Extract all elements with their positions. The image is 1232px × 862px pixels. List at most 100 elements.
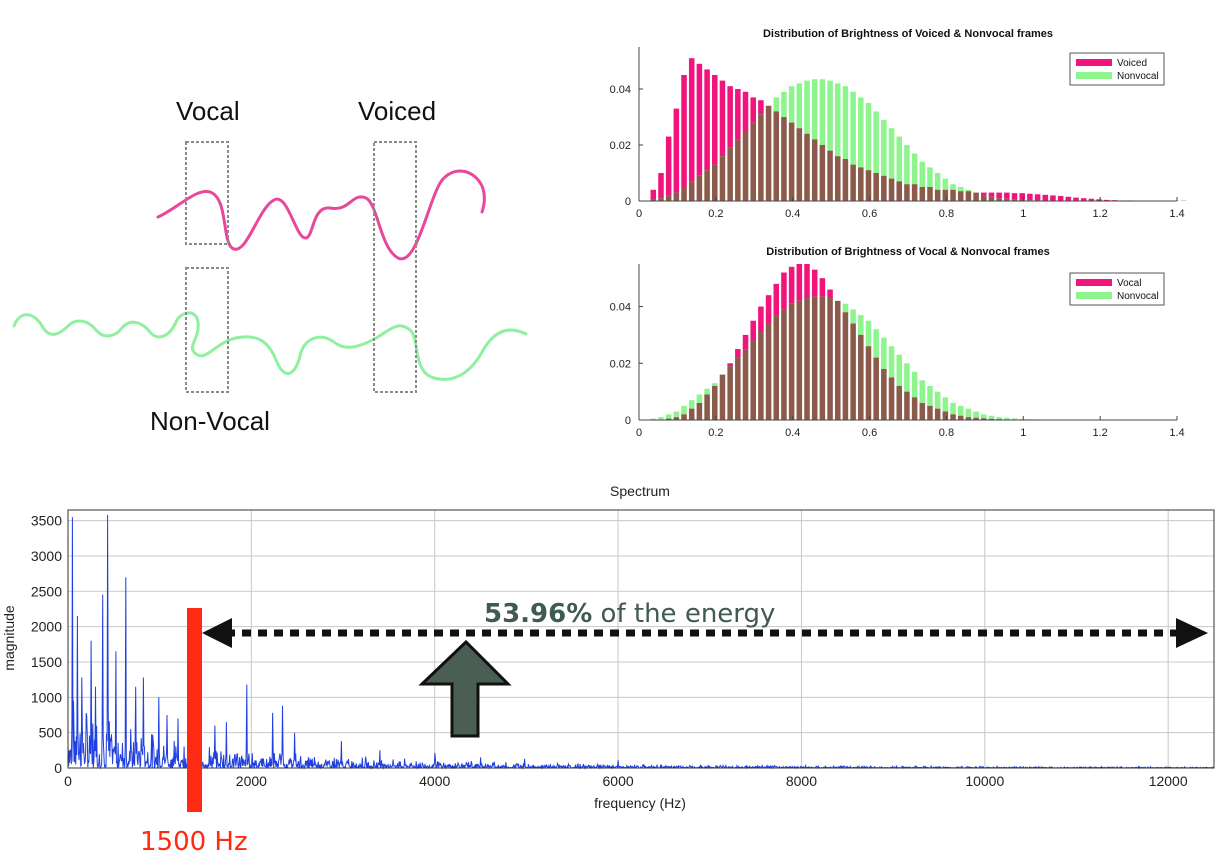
hist-bar-top: [988, 192, 995, 197]
hist-bar-top: [965, 189, 972, 192]
legend-swatch-vocal: [1076, 279, 1112, 286]
hist-y-tick-label: 0.04: [610, 84, 631, 96]
hist-bar-top: [1065, 196, 1072, 201]
spectrum-x-tick-label: 8000: [786, 773, 817, 789]
hist-y-tick-label: 0: [625, 196, 631, 208]
hist-bar-top: [650, 418, 657, 420]
hist-y-tick-label: 0: [625, 415, 631, 427]
hist-vocal-bars: [650, 264, 1049, 420]
hist-bar-top: [827, 80, 833, 151]
hist-bar-top: [865, 103, 872, 171]
energy-arrow-left-head: [202, 618, 232, 648]
hist-bar-top: [773, 97, 780, 112]
legend-label-vocal: Vocal: [1117, 278, 1141, 289]
hist-bar-top: [819, 79, 826, 145]
hist-bar-top: [981, 192, 987, 196]
hist-bar-top: [719, 80, 726, 157]
legend-label-nonvocal-2: Nonvocal: [1117, 291, 1159, 302]
hist-bar-top: [842, 86, 849, 159]
vocal-label: Vocal: [176, 96, 240, 126]
hist-bar-overlap: [965, 417, 972, 420]
hist-bar-overlap: [865, 170, 872, 201]
hist-bar-top: [1057, 195, 1064, 201]
spectrum-xlabel: frequency (Hz): [594, 795, 686, 811]
hist-bar-top: [688, 58, 695, 182]
hist-bar-overlap: [719, 156, 726, 201]
spectrum-title: Spectrum: [610, 483, 670, 499]
hist-bar-top: [665, 136, 672, 196]
hist-bar-top: [673, 108, 680, 193]
hist-bar-top: [658, 173, 664, 199]
hist-bar-top: [750, 97, 756, 123]
hist-y-tick-label: 0.02: [610, 140, 631, 152]
hist-bar-top: [865, 320, 872, 347]
legend-label-nonvocal: Nonvocal: [1117, 71, 1159, 82]
hist-bar-overlap: [796, 128, 803, 201]
hist-bar-top: [788, 86, 795, 123]
hist-bar-overlap: [827, 298, 833, 420]
hist-bar-top: [1011, 193, 1018, 200]
hist-bar-overlap: [973, 417, 979, 420]
hist-x-tick-label: 0: [636, 208, 642, 220]
hist-bar-overlap: [919, 187, 926, 201]
voiced-frame-box: [373, 141, 417, 393]
voicing-diagram: Vocal Voiced Non-Vocal: [12, 96, 528, 436]
hist-bar-top: [996, 417, 1002, 420]
hist-bar-overlap: [788, 122, 795, 201]
hist-bar-top: [896, 136, 903, 182]
hist-x-tick-label: 1.4: [1169, 427, 1184, 439]
hist-bar-top: [919, 380, 926, 403]
hist-bar-overlap: [881, 368, 887, 420]
hist-bar-top: [934, 391, 941, 409]
spectrum-x-tick-label: 6000: [603, 773, 634, 789]
spectrum-y-tick-label: 1000: [31, 689, 62, 705]
hist-x-tick-label: 0: [636, 427, 642, 439]
spectrum-y-tick-label: 2000: [31, 619, 62, 635]
hist-bar-overlap: [1004, 198, 1010, 201]
spectrum-y-tick-label: 1500: [31, 654, 62, 670]
hist-x-tick-label: 0.6: [862, 208, 877, 220]
hist-bar-top: [988, 415, 995, 419]
hist-bar-top: [996, 192, 1002, 199]
nonvocal-frame-box: [185, 267, 229, 393]
hist-bar-overlap: [735, 357, 741, 420]
hist-bar-top: [696, 63, 703, 176]
hist-bar-top: [1004, 417, 1010, 420]
hist-bar-overlap: [696, 175, 703, 201]
hist-vocal-axes: 0 0.2 0.4 0.6 0.8 1 1.2 1.4 0 0.02 0.04: [610, 264, 1185, 439]
hist-bar-overlap: [873, 173, 879, 201]
hist-bar-overlap: [704, 394, 710, 420]
hist-bar-overlap: [873, 357, 879, 420]
hist-bar-overlap: [727, 147, 733, 201]
hist-bar-top: [834, 83, 841, 157]
hist-bar-overlap: [896, 181, 903, 201]
hist-bar-overlap: [850, 164, 856, 201]
hist-bar-top: [704, 69, 710, 171]
hist-bar-top: [957, 405, 964, 416]
hist-bar-top: [1073, 197, 1079, 201]
hist-bar-overlap: [781, 117, 787, 201]
hist-bar-top: [742, 334, 749, 350]
hist-bar-top: [773, 283, 780, 316]
hist-bar-overlap: [688, 181, 695, 201]
spectrum-x-tick-label: 12000: [1149, 773, 1188, 789]
hist-bar-top: [973, 411, 979, 418]
hist-bar-overlap: [819, 296, 826, 420]
hist-bar-overlap: [665, 195, 672, 201]
hist-bar-top: [842, 303, 849, 313]
spectrum-y-tick-label: 500: [39, 725, 63, 741]
hist-bar-top: [942, 178, 949, 190]
hist-bar-overlap: [934, 408, 941, 420]
hist-bar-top: [881, 337, 887, 369]
hist-bar-top: [950, 402, 956, 415]
hist-bar-top: [742, 91, 749, 131]
hist-bar-overlap: [942, 411, 949, 420]
hist-bar-top: [712, 383, 718, 386]
hist-bar-top: [1103, 199, 1110, 201]
hist-bar-top: [681, 405, 687, 415]
energy-annotation: 53.96% of the energy: [484, 599, 775, 629]
hist-bar-top: [788, 266, 795, 304]
hist-bar-overlap: [988, 418, 995, 420]
hist-bar-top: [888, 128, 895, 179]
spectrum-grid: [67, 510, 1214, 769]
